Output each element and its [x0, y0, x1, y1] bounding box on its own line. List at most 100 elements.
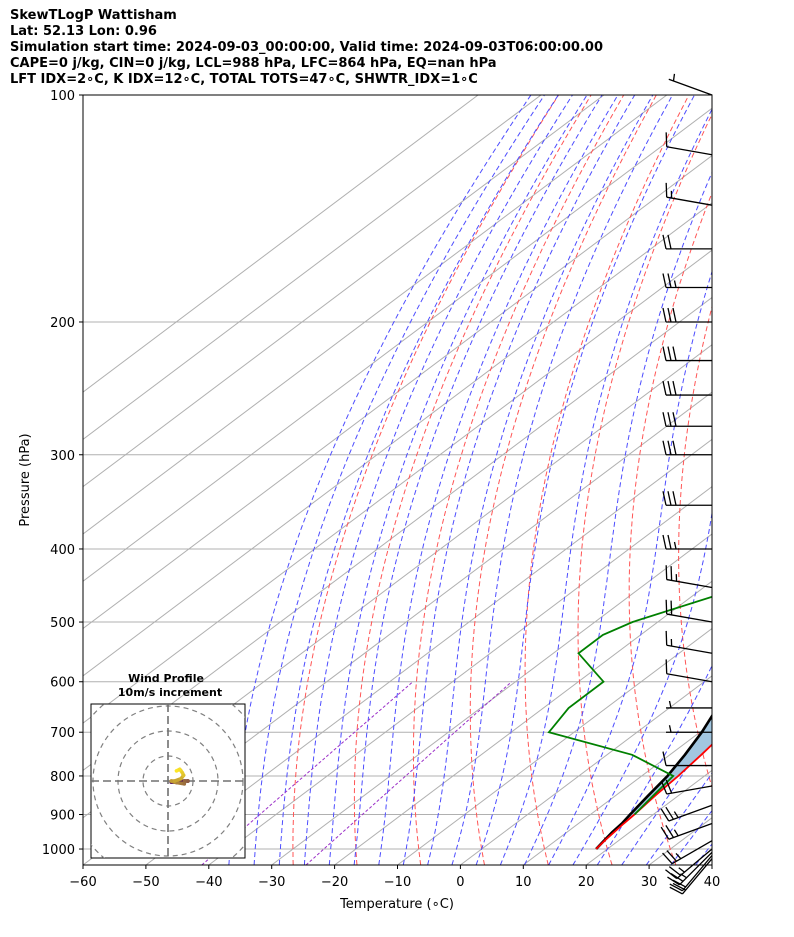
- wind-barb-flag: [665, 182, 668, 198]
- x-axis-ticks: −60 −50 −40 −30 −20 −10 0 10 20 30 40: [69, 865, 720, 890]
- wind-barb-flag: [665, 132, 668, 147]
- wind-barb: [662, 751, 712, 767]
- isotherm: [83, 249, 712, 724]
- dry-adiabat: [353, 95, 592, 865]
- wind-barb-flag: [667, 234, 672, 250]
- wind-barb-flag: [667, 380, 672, 396]
- wind-barb: [665, 848, 713, 880]
- y-tick-label: 900: [50, 809, 75, 824]
- moist-adiabat: [253, 95, 545, 865]
- x-tick-label: −20: [321, 875, 348, 890]
- wind-barb: [662, 840, 713, 865]
- stability-indices-line: LFT IDX=2∘C, K IDX=12∘C, TOTAL TOTS=47∘C…: [10, 72, 478, 87]
- wind-barbs: [660, 73, 713, 895]
- x-tick-label: −30: [258, 875, 285, 890]
- wind-barb-staff: [666, 673, 713, 683]
- x-tick-label: 20: [578, 875, 595, 890]
- moist-adiabat: [645, 772, 712, 865]
- wind-barb-flag: [662, 751, 667, 766]
- isotherm: [522, 722, 712, 865]
- wind-barb: [665, 659, 713, 683]
- moist-adiabat: [402, 95, 636, 865]
- wind-barb-flag: [672, 440, 677, 455]
- wind-barb-flag: [667, 273, 672, 288]
- dry-adiabat: [412, 95, 625, 865]
- isotherm: [83, 95, 542, 440]
- mixing-ratio-line: [305, 681, 512, 865]
- wind-barb-flag: [662, 380, 667, 396]
- wind-barb-flag: [667, 491, 672, 506]
- wind-barb-staff: [666, 785, 713, 795]
- wind-barb: [662, 440, 712, 456]
- moist-adiabat: [278, 95, 559, 865]
- isotherm: [334, 580, 712, 865]
- wind-barb-flag: [672, 491, 677, 506]
- wind-barb-half-flag: [673, 811, 679, 818]
- dry-adiabat: [577, 113, 712, 865]
- chart-title: SkewTLogP Wattisham: [10, 8, 177, 23]
- moist-adiabat: [548, 270, 712, 865]
- wind-barb-flag: [662, 234, 667, 250]
- moist-adiabats: [228, 95, 712, 865]
- wind-barb: [662, 412, 712, 427]
- x-tick-label: 10: [515, 875, 532, 890]
- wind-barb-flag: [665, 779, 673, 794]
- dry-adiabat: [727, 95, 794, 865]
- wind-barb: [666, 725, 712, 733]
- wind-barb-staff: [676, 848, 713, 880]
- wind-barb-flag: [665, 565, 668, 580]
- isotherm: [711, 864, 712, 865]
- moist-adiabat: [596, 664, 712, 865]
- x-tick-label: 30: [641, 875, 658, 890]
- y-tick-label: 800: [50, 770, 75, 785]
- wind-barb-flag: [667, 307, 672, 323]
- isotherm: [271, 533, 712, 865]
- wind-barb-flag: [662, 491, 667, 506]
- pressure-grid: [83, 95, 712, 850]
- wind-barb-staff: [666, 578, 713, 589]
- inset-title: Wind Profile: [128, 672, 204, 685]
- wind-barb-staff: [681, 855, 713, 892]
- moist-adiabat: [499, 108, 712, 865]
- x-tick-label: 0: [456, 875, 464, 890]
- x-tick-label: −60: [69, 875, 96, 890]
- dry-adiabat: [628, 191, 712, 865]
- wind-barb-flag: [660, 808, 670, 822]
- profiles: [547, 595, 712, 850]
- wind-barb-flag: [666, 850, 677, 862]
- wind-profile-inset: Wind Profile 10m/s increment: [90, 672, 246, 859]
- wind-barb: [662, 491, 712, 506]
- wind-barb-flag: [670, 872, 684, 882]
- dewpoint-profile-line: [547, 595, 712, 816]
- hodograph-trace: [169, 767, 190, 786]
- y-axis-label: Pressure (hPa): [18, 433, 33, 526]
- wind-barb: [660, 804, 713, 822]
- wind-barb: [660, 779, 713, 795]
- wind-barb-flag: [665, 599, 668, 615]
- wind-barb-staff: [666, 613, 713, 623]
- wind-barb: [665, 182, 713, 206]
- wind-barb: [662, 234, 712, 250]
- wind-barb-flag: [662, 346, 667, 361]
- wind-barb-half-flag: [668, 700, 672, 709]
- isotherm: [648, 817, 712, 865]
- isotherm: [83, 154, 712, 630]
- wind-barb-flag: [660, 826, 670, 840]
- y-tick-label: 600: [50, 676, 75, 691]
- moist-adiabat: [303, 95, 573, 865]
- dry-adiabat: [292, 95, 560, 865]
- isotherm: [83, 202, 712, 677]
- wind-barb-flag: [665, 825, 675, 838]
- wind-barb: [662, 307, 712, 323]
- wind-barb-flag: [662, 534, 667, 550]
- dry-adiabat: [678, 304, 712, 789]
- wind-barb-flag: [662, 307, 667, 323]
- wind-barb-flag: [670, 600, 673, 615]
- wind-barb-flag: [669, 883, 683, 892]
- wind-barb-flag: [662, 852, 673, 865]
- wind-barb-staff: [666, 146, 713, 156]
- y-tick-label: 300: [50, 449, 75, 464]
- wind-barb-flag: [667, 346, 672, 361]
- wind-barb-flag: [662, 273, 667, 288]
- wind-barb-flag: [665, 630, 668, 646]
